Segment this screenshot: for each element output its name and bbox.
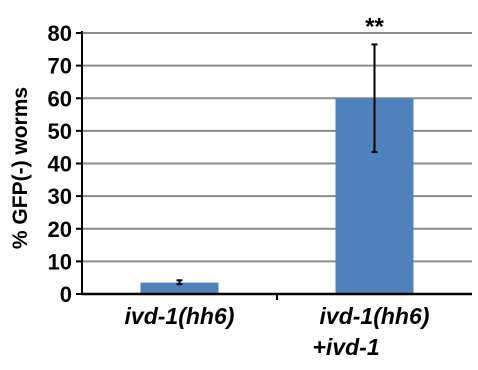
axes: [76, 31, 472, 300]
x-category-label-line2: +ivd-1: [313, 334, 380, 360]
x-category-label: ivd-1(hh6): [125, 303, 235, 329]
significance-annotation: **: [365, 13, 384, 40]
bar: [140, 282, 219, 294]
y-tick-label: 60: [48, 86, 72, 111]
gridlines: [82, 32, 472, 263]
y-tick-label: 10: [48, 249, 72, 274]
y-tick-label: 40: [48, 152, 72, 177]
y-tick-label: 70: [48, 54, 72, 79]
y-tick-label: 20: [48, 217, 72, 242]
y-tick-label: 30: [48, 184, 72, 209]
error-bars: [176, 43, 378, 286]
x-category-label: ivd-1(hh6): [320, 303, 430, 329]
y-tick-label: 80: [48, 21, 72, 46]
y-tick-label: 0: [60, 282, 72, 307]
y-axis-label: % GFP(-) worms: [9, 87, 32, 249]
y-tick-label: 50: [48, 119, 72, 144]
labels: 0 10 20 30 40 50 60 70 80 ivd-1(hh6) ** ivd-1(hh6) +…: [48, 13, 430, 360]
